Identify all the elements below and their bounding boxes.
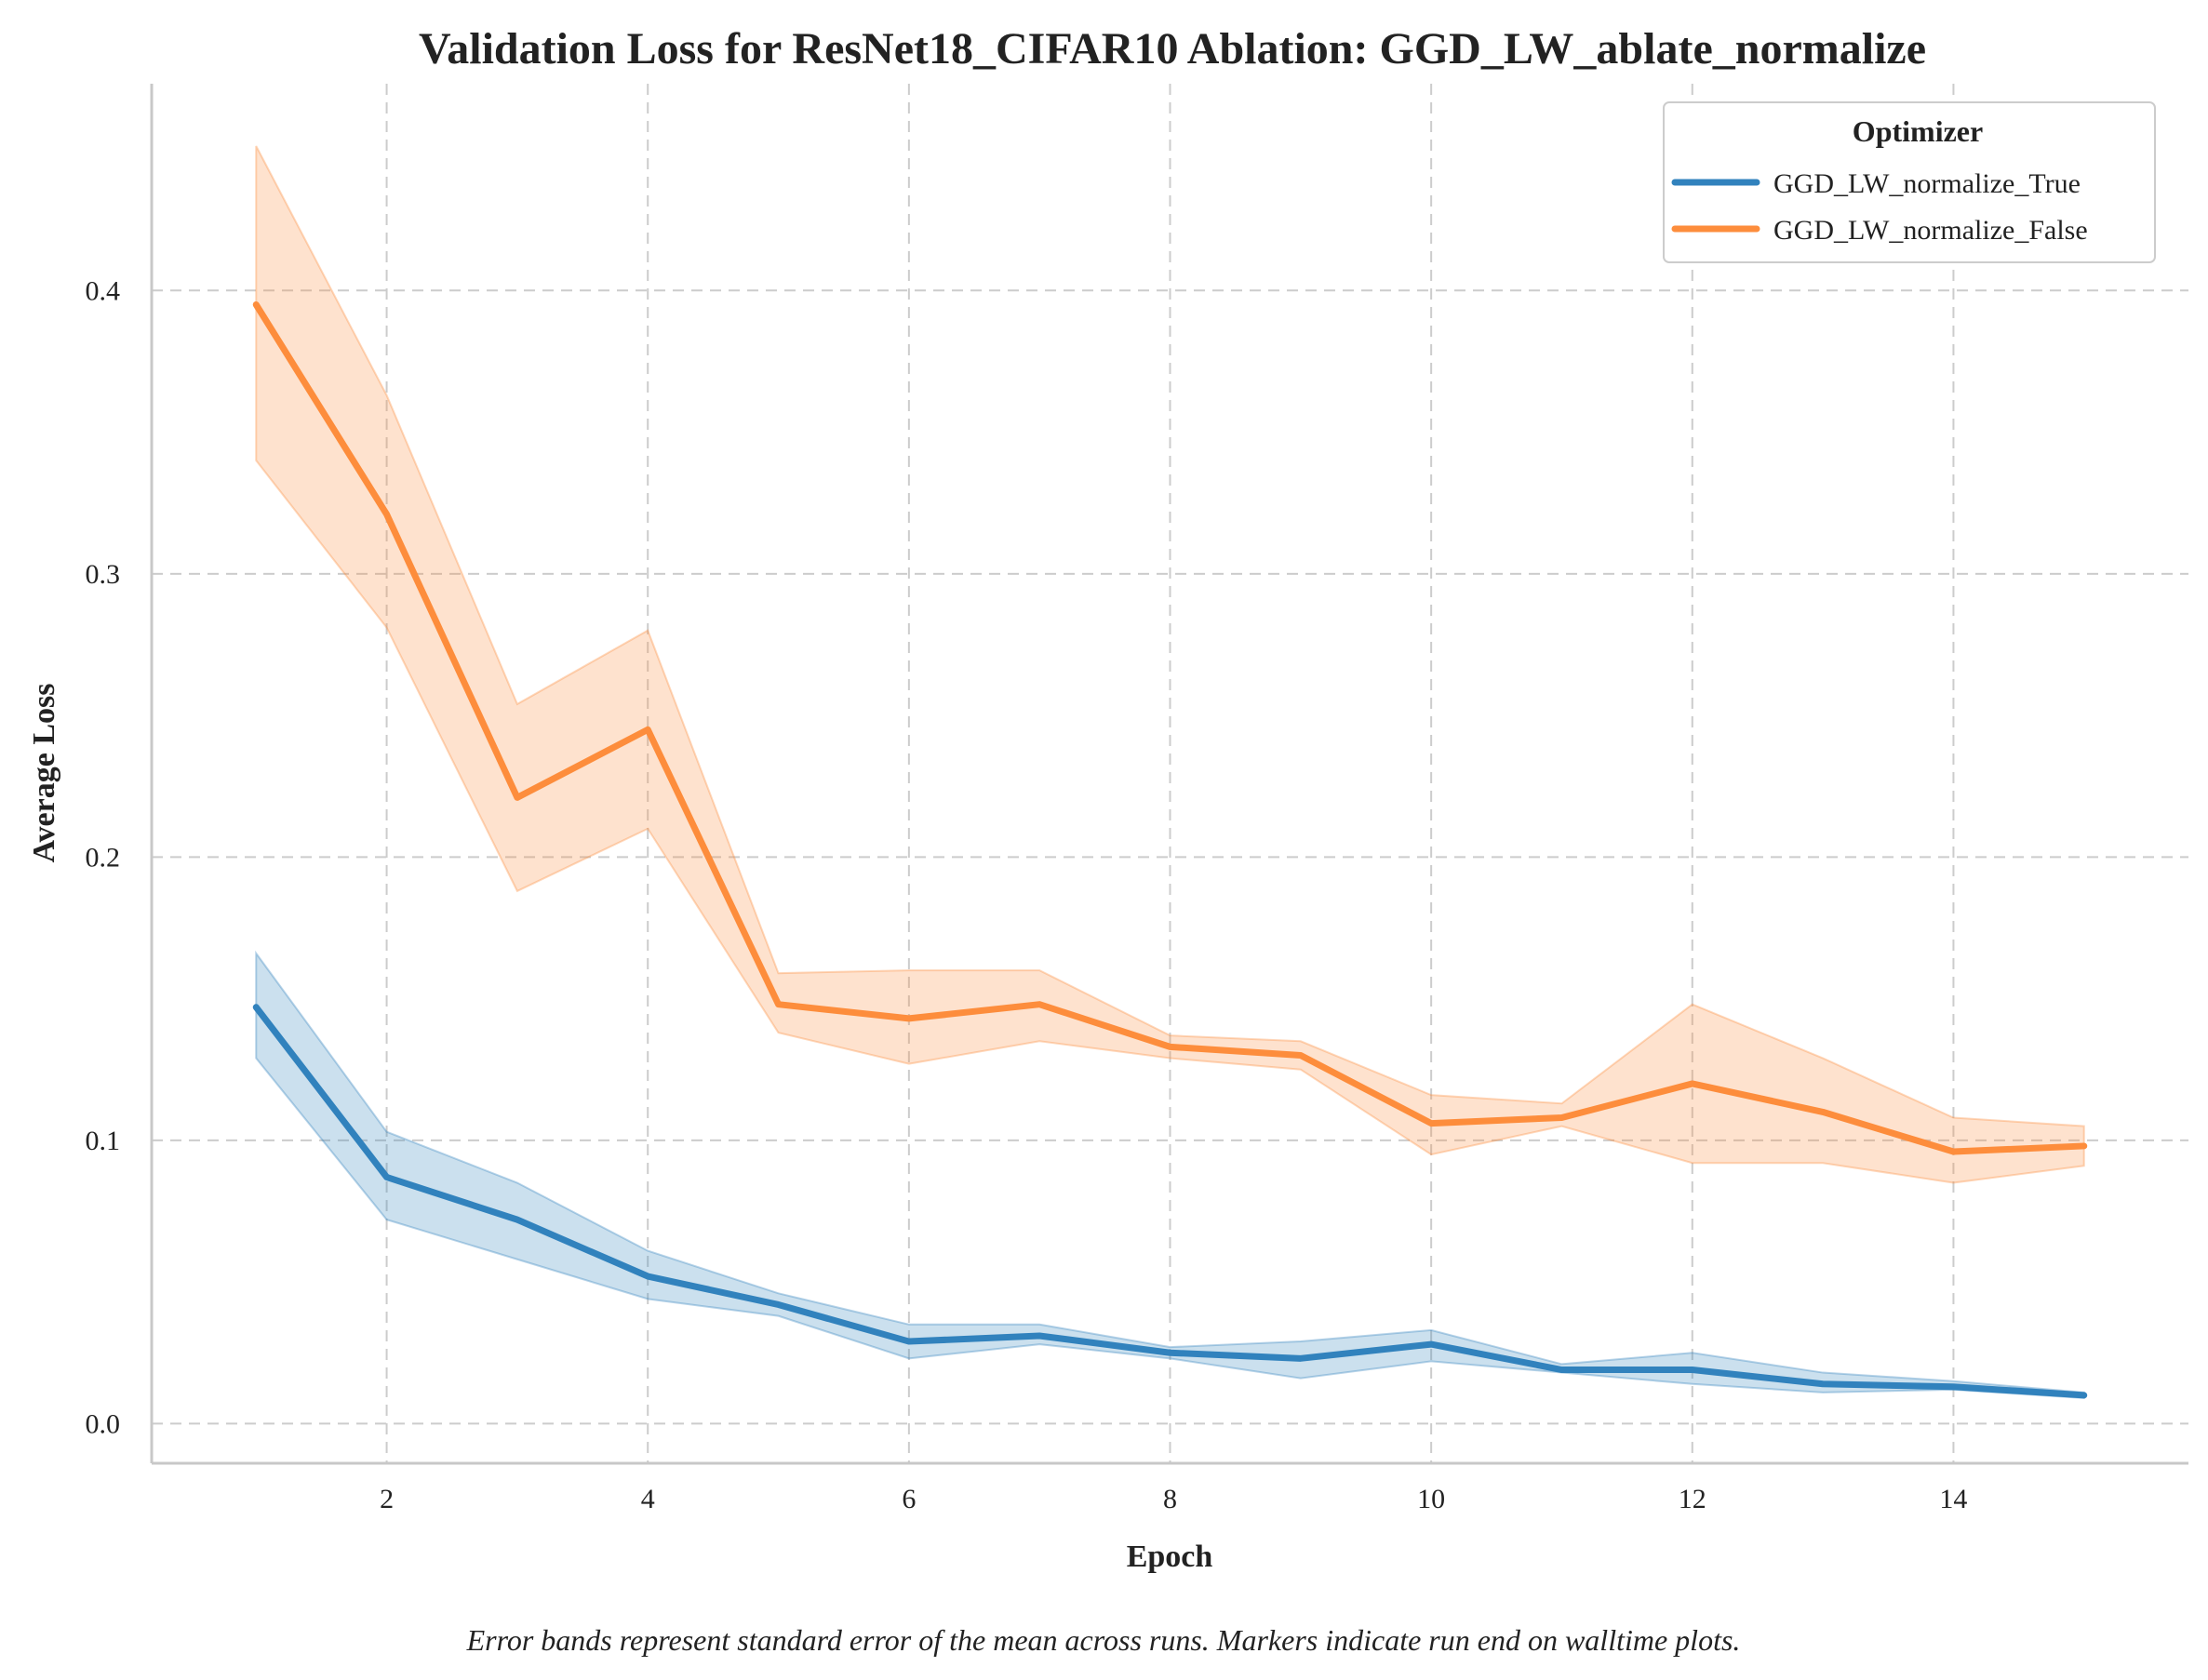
series-lines: [252, 301, 2088, 1399]
y-tick-label: 0.4: [86, 275, 121, 306]
series-line-false: [252, 301, 2088, 1155]
error-band-false: [255, 145, 2085, 1184]
x-tick-label: 10: [1417, 1484, 1445, 1514]
legend: Optimizer GGD_LW_normalize_True GGD_LW_n…: [1663, 101, 2156, 263]
x-tick-label: 8: [1163, 1484, 1177, 1514]
legend-label-true: GGD_LW_normalize_True: [1773, 168, 2081, 199]
legend-title: Optimizer: [1853, 114, 1983, 148]
y-tick-label: 0.0: [86, 1408, 121, 1439]
x-tick-label: 4: [641, 1484, 655, 1514]
x-tick-label: 14: [1939, 1484, 1967, 1514]
y-tick-labels: 0.0 0.1 0.2 0.3 0.4: [86, 275, 121, 1439]
y-tick-label: 0.3: [86, 559, 121, 590]
x-tick-labels: 2 4 6 8 10 12 14: [380, 1484, 1967, 1514]
x-axis-label: Epoch: [1127, 1540, 1213, 1574]
chart-title: Validation Loss for ResNet18_CIFAR10 Abl…: [419, 24, 1926, 73]
legend-box: [1663, 101, 2156, 263]
legend-label-false: GGD_LW_normalize_False: [1773, 215, 2088, 246]
x-tick-label: 2: [380, 1484, 394, 1514]
x-tick-label: 12: [1679, 1484, 1706, 1514]
y-axis-label: Average Loss: [27, 684, 61, 863]
x-tick-label: 6: [902, 1484, 916, 1514]
grid-lines: [152, 84, 2188, 1463]
chart-caption: Error bands represent standard error of …: [466, 1623, 1741, 1657]
y-tick-label: 0.2: [86, 842, 121, 873]
y-tick-label: 0.1: [86, 1126, 121, 1156]
series-line-true: [252, 1004, 2088, 1399]
